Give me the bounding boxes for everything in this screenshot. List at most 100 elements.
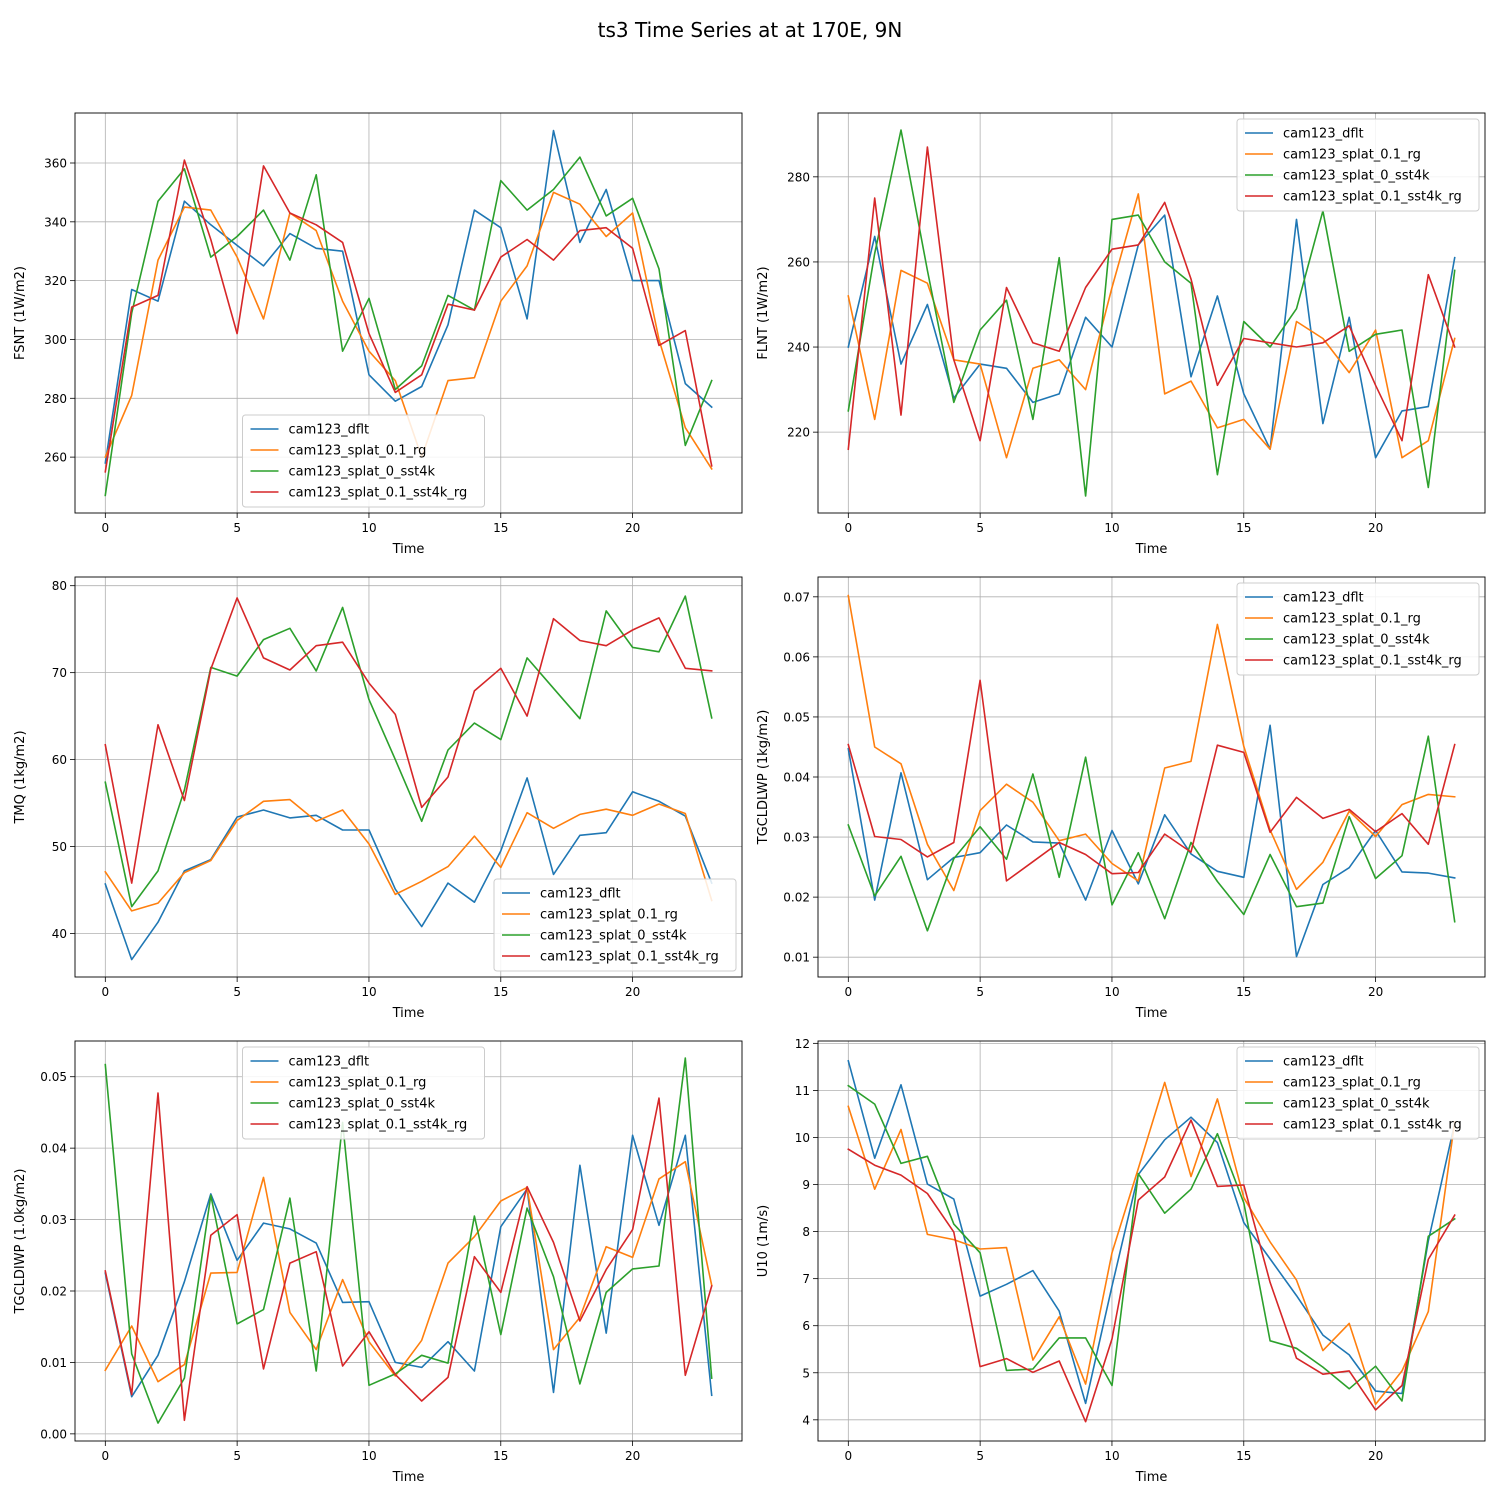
legend: cam123_dflt cam123_splat_0.1_rg cam123_spl… [242, 414, 485, 508]
y-tick-label: 240 [787, 341, 810, 355]
series-line-cam123_splat_0.1_sst4k_rg [847, 679, 1456, 882]
subplot-0: 0 5 10 15 20 260 280 300 320 340 360 Time FSNT (1W/m… [13, 112, 743, 557]
y-tick-label: 6 [802, 1319, 810, 1333]
x-tick-label: 10 [361, 1449, 376, 1463]
legend-label: cam123_splat_0.1_rg [1283, 612, 1421, 627]
series-group [104, 1057, 713, 1424]
x-axis-label: Time [1135, 542, 1168, 557]
legend-box [493, 878, 737, 972]
y-tick-label: 8 [802, 1225, 810, 1239]
legend-label: cam123_splat_0.1_sst4k_rg [289, 1118, 468, 1133]
y-tick-label: 11 [795, 1084, 810, 1098]
x-tick-label: 10 [1104, 985, 1119, 999]
y-tick-label: 0.05 [783, 710, 810, 724]
x-tick-label: 10 [361, 521, 376, 535]
axes-frame [817, 112, 1486, 514]
x-tick-label: 15 [493, 1449, 508, 1463]
series-line-cam123_dflt [104, 129, 713, 464]
x-tick-label: 5 [976, 521, 984, 535]
series-line-cam123_splat_0.1_rg [847, 1081, 1456, 1406]
legend-label: cam123_dflt [1283, 591, 1364, 606]
legend-label: cam123_dflt [1283, 127, 1364, 142]
y-axis-label: FLNT (1W/m2) [756, 266, 771, 359]
legend-box [242, 414, 485, 508]
subplot-4: 0 5 10 15 20 0.00 0.01 0.02 0.03 0.04 0.05 Time TGCL… [13, 1040, 743, 1485]
y-tick-label: 0.01 [783, 951, 810, 965]
legend-label: cam123_splat_0.1_rg [1283, 1076, 1421, 1091]
legend-label: cam123_splat_0_sst4k [540, 929, 687, 944]
y-tick-label: 0.03 [40, 1213, 67, 1227]
y-tick-label: 10 [795, 1131, 810, 1145]
series-group [847, 1059, 1456, 1423]
series-line-cam123_dflt [847, 1059, 1456, 1405]
axes-frame [817, 1040, 1486, 1442]
y-tick-label: 260 [44, 451, 67, 465]
x-tick-label: 20 [625, 1449, 640, 1463]
x-tick-label: 5 [233, 1449, 241, 1463]
axes-frame [74, 576, 743, 978]
legend: cam123_dflt cam123_splat_0.1_rg cam123_spl… [242, 1046, 485, 1140]
y-tick-label: 0.04 [40, 1142, 67, 1156]
legend-label: cam123_splat_0.1_rg [289, 444, 427, 459]
x-axis-label: Time [392, 542, 425, 557]
y-axis-label: FSNT (1W/m2) [13, 266, 28, 360]
x-tick-label: 15 [493, 985, 508, 999]
x-tick-label: 10 [361, 985, 376, 999]
legend: cam123_dflt cam123_splat_0.1_rg cam123_spl… [1236, 118, 1480, 212]
x-tick-label: 20 [625, 985, 640, 999]
x-tick-label: 20 [1368, 521, 1383, 535]
y-tick-label: 0.07 [783, 590, 810, 604]
y-tick-label: 0.00 [40, 1427, 67, 1441]
series-line-cam123_splat_0.1_rg [104, 798, 713, 912]
legend-label: cam123_dflt [1283, 1055, 1364, 1070]
x-tick-label: 15 [1236, 985, 1251, 999]
legend-label: cam123_splat_0.1_sst4k_rg [1283, 190, 1462, 205]
x-axis-label: Time [392, 1470, 425, 1485]
legend-label: cam123_splat_0.1_rg [289, 1076, 427, 1091]
x-tick-label: 0 [844, 985, 852, 999]
y-tick-label: 0.01 [40, 1356, 67, 1370]
subplot-1: 0 5 10 15 20 220 240 260 280 Time FLNT (1W/m2) cam1… [756, 112, 1486, 557]
y-tick-label: 60 [52, 753, 67, 767]
series-line-cam123_splat_0.1_sst4k_rg [104, 159, 713, 473]
subplot-3: 0 5 10 15 20 0.01 0.02 0.03 0.04 0.05 0.06 0.07 Time… [756, 576, 1486, 1021]
y-tick-label: 340 [44, 215, 67, 229]
x-tick-label: 5 [976, 1449, 984, 1463]
y-tick-label: 0.03 [783, 831, 810, 845]
y-tick-label: 5 [802, 1366, 810, 1380]
y-tick-label: 0.05 [40, 1070, 67, 1084]
x-tick-label: 5 [233, 985, 241, 999]
subplot-2: 0 5 10 15 20 40 50 60 70 80 Time TMQ (1kg/m2) cam123… [13, 576, 743, 1021]
axes-frame [74, 1040, 743, 1442]
x-tick-label: 5 [233, 521, 241, 535]
subplot-5: 0 5 10 15 20 4 5 6 7 8 9 10 11 12 Time U10 (1m/s) cam123… [756, 1037, 1486, 1485]
y-tick-label: 0.06 [783, 650, 810, 664]
legend: cam123_dflt cam123_splat_0.1_rg cam123_spl… [493, 878, 737, 972]
legend-label: cam123_dflt [289, 423, 370, 438]
legend-label: cam123_splat_0.1_sst4k_rg [289, 486, 468, 501]
legend-label: cam123_splat_0.1_sst4k_rg [1283, 1118, 1462, 1133]
x-tick-label: 0 [101, 1449, 109, 1463]
y-tick-label: 220 [787, 426, 810, 440]
series-line-cam123_splat_0.1_sst4k_rg [104, 1092, 713, 1422]
figure-suptitle: ts3 Time Series at at 170E, 9N [598, 18, 903, 42]
legend-label: cam123_splat_0_sst4k [1283, 633, 1430, 648]
x-tick-label: 0 [844, 1449, 852, 1463]
legend-label: cam123_splat_0_sst4k [1283, 169, 1430, 184]
legend-label: cam123_dflt [540, 887, 621, 902]
y-axis-label: U10 (1m/s) [756, 1205, 771, 1277]
y-tick-label: 0.02 [40, 1285, 67, 1299]
y-axis-label: TGCLDIWP (1.0kg/m2) [13, 1169, 28, 1315]
y-tick-label: 4 [802, 1413, 810, 1427]
legend-label: cam123_splat_0.1_rg [1283, 148, 1421, 163]
series-line-cam123_splat_0_sst4k [104, 156, 713, 497]
x-tick-label: 20 [1368, 985, 1383, 999]
x-tick-label: 5 [976, 985, 984, 999]
series-line-cam123_splat_0_sst4k [847, 129, 1456, 497]
axes-frame [74, 112, 743, 514]
x-tick-label: 15 [493, 521, 508, 535]
y-tick-label: 300 [44, 333, 67, 347]
y-tick-label: 280 [787, 170, 810, 184]
